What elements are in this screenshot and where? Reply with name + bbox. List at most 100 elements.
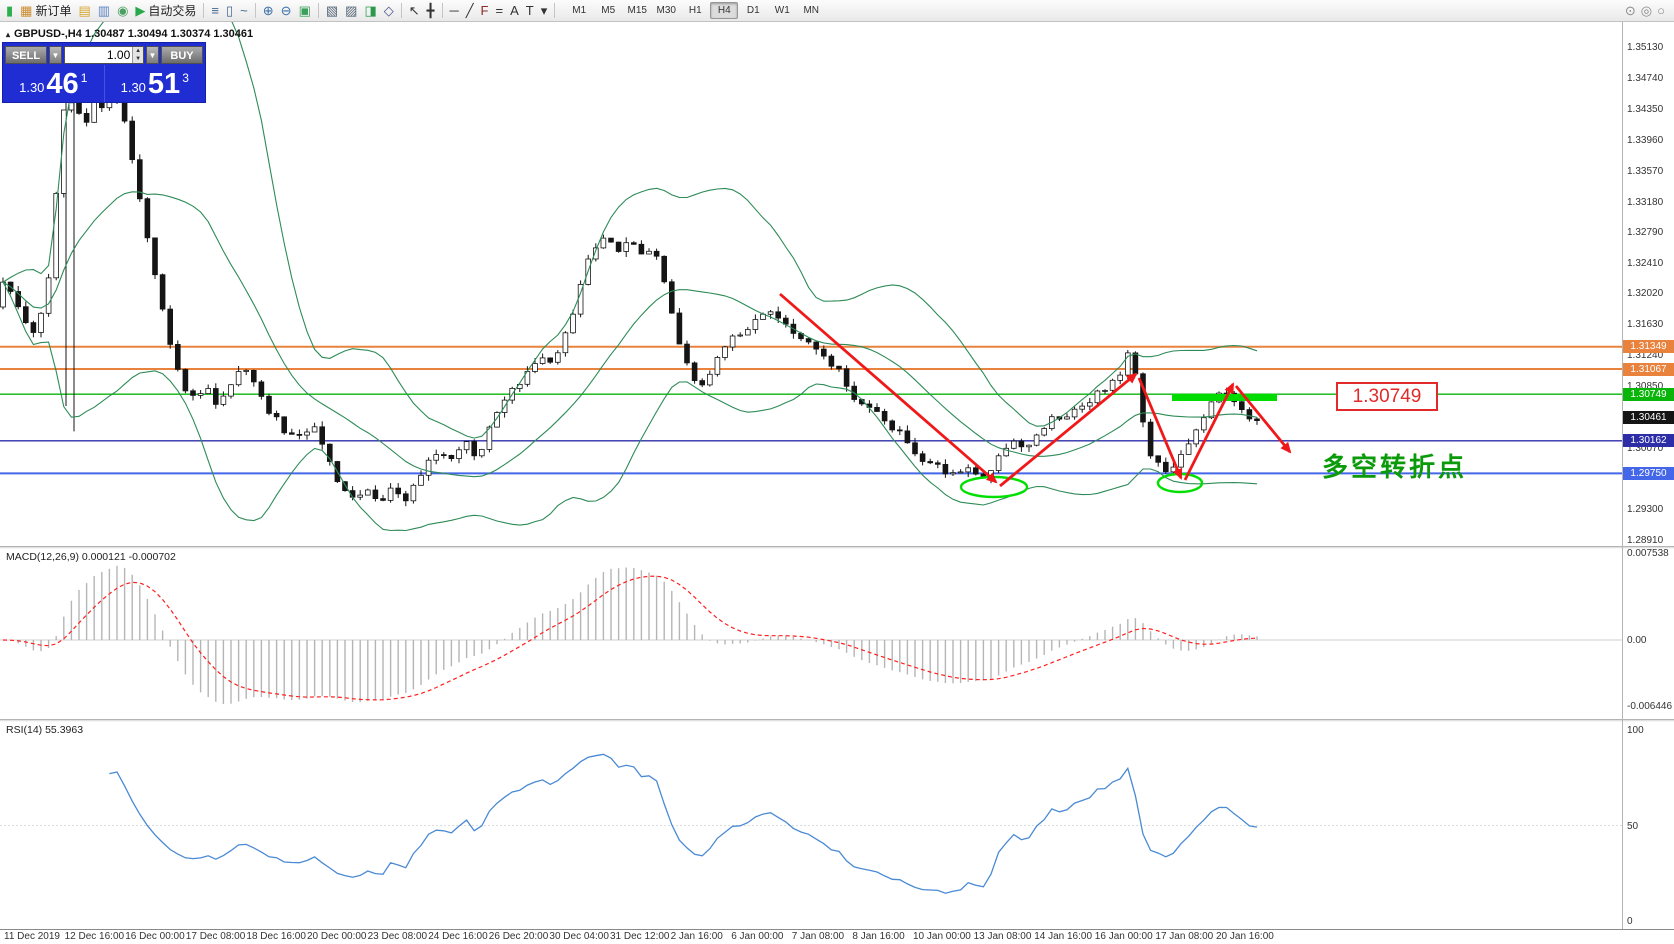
macd-axis-tick: 0.00 (1627, 635, 1647, 646)
price-annotation-box[interactable]: 1.30749 (1336, 382, 1438, 411)
price-line-label: 1.30162 (1623, 434, 1674, 448)
timeframe-m30[interactable]: M30 (656, 5, 676, 16)
candlestick-type-button-glyph: ▯ (226, 3, 234, 18)
depth-of-market-icon-glyph: ▥ (97, 3, 111, 18)
channel-button[interactable]: = (493, 2, 507, 20)
sell-price-main: 46 (46, 68, 79, 100)
time-label: 30 Dec 04:00 (549, 931, 609, 942)
volume-decrease-button[interactable]: ▼ (133, 54, 143, 63)
buy-price-sup: 3 (182, 71, 189, 85)
timeframe-h1[interactable]: H1 (688, 5, 702, 16)
shapes-dropdown-button[interactable]: ▾ (538, 2, 551, 20)
time-axis[interactable]: 11 Dec 2019 12 Dec 16:00 16 Dec 00:00 17 De… (0, 929, 1674, 944)
volume-input[interactable] (65, 46, 133, 63)
panel-divider[interactable] (0, 719, 1674, 722)
shapes-dropdown-button-glyph: ▾ (540, 3, 548, 18)
timeframe-h4[interactable]: H4 (710, 2, 739, 19)
time-label: 11 Dec 2019 (4, 931, 60, 942)
turning-point-label[interactable]: 多空转折点 (1322, 452, 1468, 482)
new-chart-button[interactable]: ▧ (323, 2, 341, 20)
time-label: 12 Dec 16:00 (64, 931, 125, 942)
rsi-canvas[interactable] (0, 722, 1622, 929)
buy-price-prefix: 1.30 (120, 80, 146, 95)
fibonacci-button[interactable]: F (478, 2, 492, 20)
toolbar-separator (317, 3, 319, 18)
sell-button[interactable]: SELL (5, 45, 47, 64)
macd-axis-tick: 0.007538 (1627, 548, 1669, 559)
candlestick-type-button[interactable]: ▯ (223, 2, 236, 20)
timeframe-m15[interactable]: M15 (627, 5, 647, 16)
buy-price-display[interactable]: 1.30 51 3 (103, 65, 206, 102)
auto-scroll-button[interactable]: ▣ (296, 2, 314, 20)
tile-windows-button[interactable]: ▨ (342, 2, 360, 20)
line-chart-type-button[interactable]: ~ (237, 2, 251, 20)
time-label: 26 Dec 20:00 (488, 931, 549, 942)
web-terminal-icon-glyph: ◉ (117, 3, 129, 18)
time-label: 18 Dec 16:00 (246, 931, 306, 942)
autotrade-button-glyph: ▶ (135, 3, 146, 18)
cursor-button[interactable]: ↖ (406, 2, 423, 20)
data-window-button[interactable]: ◨ (361, 2, 379, 20)
new-order-button[interactable]: ▦ 新订单 (17, 2, 74, 20)
rsi-axis-tick: 50 (1627, 820, 1639, 832)
price-tick: 1.32790 (1627, 227, 1664, 239)
autotrade-button[interactable]: ▶ 自动交易 (132, 2, 199, 20)
volume-box: ▲ ▼ (64, 45, 144, 64)
price-tick: 1.32410 (1627, 257, 1664, 269)
chart-canvas[interactable] (0, 22, 1622, 546)
rsi-axis-tick: 100 (1627, 725, 1644, 736)
chart-profiles-icon[interactable]: ▤ (75, 2, 93, 20)
volume-increase-button[interactable]: ▲ (133, 46, 143, 55)
search-icon[interactable]: ⊙ (1624, 2, 1636, 18)
macd-axis-tick: -0.006446 (1627, 701, 1673, 712)
buy-button[interactable]: BUY (161, 45, 203, 64)
macd-canvas[interactable] (0, 549, 1622, 719)
timeframe-mn[interactable]: MN (803, 5, 820, 16)
sell-price-display[interactable]: 1.30 46 1 (3, 65, 104, 102)
app-logo-icon[interactable]: ▮ (3, 2, 16, 20)
fibonacci-button-glyph: F (480, 3, 489, 18)
time-label: 8 Jan 16:00 (852, 931, 905, 942)
price-line-label: 1.31349 (1623, 340, 1674, 354)
zoom-out-button[interactable]: ⊖ (278, 2, 295, 20)
chart-profiles-icon-glyph: ▤ (78, 3, 91, 18)
trade-panel-prices: 1.30 46 1 1.30 51 3 (3, 65, 205, 102)
new-chart-button-glyph: ▧ (325, 3, 339, 18)
panel-divider[interactable] (0, 546, 1674, 549)
horizontal-line-button[interactable]: ─ (447, 2, 462, 20)
cursor-button-glyph: ↖ (408, 3, 420, 18)
chart-expand-icon[interactable]: ▴ (6, 29, 11, 39)
crosshair-button[interactable]: ╋ (424, 2, 438, 20)
price-axis[interactable]: 1.35130 1.34740 1.34350 1.33960 1.33570 1.331… (1622, 22, 1674, 929)
zoom-in-button[interactable]: ⊕ (260, 2, 277, 20)
chart-search-icon[interactable]: ◎ (1640, 2, 1653, 18)
price-tick: 1.33960 (1627, 134, 1664, 146)
time-label: 17 Dec 08:00 (185, 931, 246, 942)
chart-area: ▴ GBPUSD-,H4 1.30487 1.30494 1.30374 1.3… (0, 22, 1674, 546)
timeframe-d1[interactable]: D1 (746, 5, 760, 16)
text-button[interactable]: A (507, 2, 522, 20)
price-tick: 1.30850 (1627, 381, 1664, 393)
timeframe-m1[interactable]: M1 (572, 5, 587, 16)
price-tick: 1.28910 (1627, 534, 1664, 546)
price-tick: 1.31630 (1627, 319, 1664, 331)
timeframe-w1[interactable]: W1 (774, 5, 790, 16)
price-line-label: 1.29750 (1623, 466, 1674, 480)
strategy-tester-button[interactable]: ◇ (381, 2, 397, 20)
alerts-icon[interactable]: ○ (1657, 2, 1665, 18)
time-label: 6 Jan 00:00 (731, 931, 784, 942)
timeframe-m5[interactable]: M5 (601, 5, 616, 16)
time-label: 2 Jan 16:00 (670, 931, 723, 942)
trend-annotations[interactable] (779, 292, 1292, 499)
label-button[interactable]: T (523, 2, 537, 20)
buy-price-main: 51 (147, 68, 181, 100)
buy-dropdown-button[interactable]: ▼ (146, 45, 159, 64)
horizontal-lines[interactable] (0, 345, 1622, 475)
web-terminal-icon[interactable]: ◉ (114, 2, 131, 20)
time-label: 24 Dec 16:00 (428, 931, 488, 942)
sell-dropdown-button[interactable]: ▼ (49, 45, 62, 64)
time-label: 16 Jan 00:00 (1094, 931, 1153, 942)
bar-chart-type-button[interactable]: ≡ (208, 2, 222, 20)
trendline-button[interactable]: ╱ (463, 2, 477, 20)
depth-of-market-icon[interactable]: ▥ (95, 2, 113, 20)
